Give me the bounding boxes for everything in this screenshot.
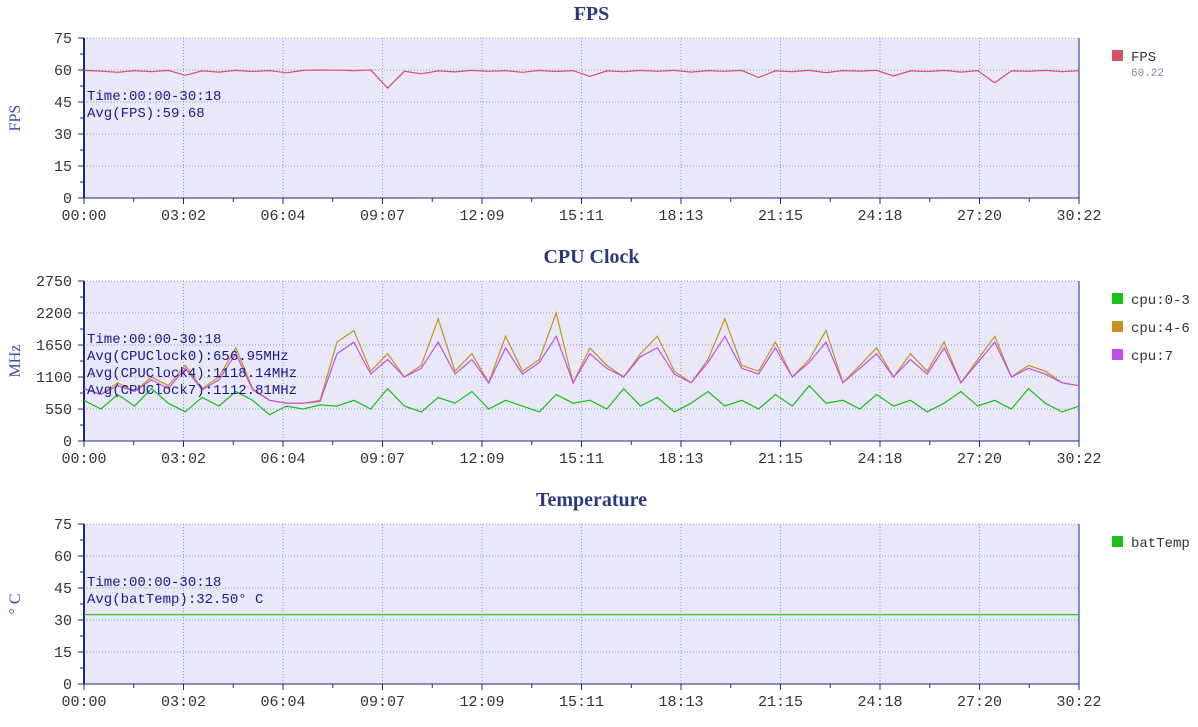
legend-swatch (1112, 293, 1123, 304)
x-tick-label: 03:02 (161, 694, 206, 711)
plot-area (83, 37, 1080, 199)
y-tick-label: 1100 (36, 370, 72, 387)
x-tick-label: 00:00 (61, 451, 106, 468)
chart-title: CPU Clock (543, 246, 640, 268)
legend-swatch (1112, 536, 1123, 547)
y-tick-label: 45 (54, 581, 72, 598)
y-tick-label: 15 (54, 645, 72, 662)
x-tick-label: 18:13 (658, 451, 703, 468)
annotation-text: Avg(FPS):59.68 (87, 106, 205, 122)
y-tick-label: 30 (54, 613, 72, 630)
annotation-text: Avg(CPUClock7):1112.81MHz (87, 383, 297, 399)
x-tick-label: 09:07 (360, 208, 405, 225)
y-axis-label: MHz (7, 345, 24, 378)
series-line-cpu-4-6 (83, 310, 1080, 404)
annotation-text: Time:00:00-30:18 (87, 575, 221, 591)
legend-label: cpu:7 (1131, 349, 1173, 365)
series-line-cpu-7 (83, 334, 1080, 404)
x-tick-label: 00:00 (61, 208, 106, 225)
x-tick-label: 09:07 (360, 694, 405, 711)
legend-label: FPS (1131, 50, 1156, 66)
x-tick-label: 24:18 (857, 694, 902, 711)
x-tick-label: 27:20 (957, 451, 1002, 468)
chart-title: Temperature (536, 489, 647, 511)
x-tick-label: 00:00 (61, 694, 106, 711)
annotation-text: Time:00:00-30:18 (87, 332, 221, 348)
chart-fps: FPS 0 15 30 45 60 75 00:00 03:02 06:04 09:07 12:09 1… (7, 3, 1164, 225)
annotation-text: Avg(CPUClock4):1118.14MHz (87, 366, 297, 382)
x-tick-label: 15:11 (559, 451, 604, 468)
legend-value: 60.22 (1131, 68, 1164, 80)
x-tick-label: 30:22 (1056, 694, 1101, 711)
chart-temperature: Temperature 0 15 30 45 60 75 00:00 03:02 06:04 09:… (7, 489, 1190, 711)
x-tick-label: 24:18 (857, 208, 902, 225)
y-tick-label: 15 (54, 159, 72, 176)
legend-swatch (1112, 50, 1123, 61)
x-tick-label: 12:09 (459, 694, 504, 711)
legend-label: cpu:0-3 (1131, 293, 1190, 309)
x-tick-label: 12:09 (459, 451, 504, 468)
x-tick-label: 15:11 (559, 208, 604, 225)
legend-swatch (1112, 349, 1123, 360)
y-tick-label: 60 (54, 549, 72, 566)
y-tick-label: 0 (63, 434, 72, 451)
annotation-text: Time:00:00-30:18 (87, 89, 221, 105)
x-tick-label: 21:15 (758, 694, 803, 711)
series-line-FPS (83, 69, 1080, 89)
x-tick-label: 27:20 (957, 694, 1002, 711)
chart-cpu-clock: CPU Clock 0 550 1100 1650 2200 2750 00:00 03:02 0… (7, 246, 1190, 468)
legend-label: cpu:4-6 (1131, 321, 1190, 337)
x-tick-label: 18:13 (658, 694, 703, 711)
y-tick-label: 2750 (36, 274, 72, 291)
x-tick-label: 21:15 (758, 208, 803, 225)
y-tick-label: 45 (54, 95, 72, 112)
x-tick-label: 24:18 (857, 451, 902, 468)
y-tick-label: 75 (54, 31, 72, 48)
y-tick-label: 1650 (36, 338, 72, 355)
x-tick-label: 06:04 (260, 694, 305, 711)
legend-label: batTemp (1131, 536, 1190, 552)
y-tick-label: 60 (54, 63, 72, 80)
y-tick-label: 30 (54, 127, 72, 144)
y-tick-label: 75 (54, 517, 72, 534)
y-tick-label: 0 (63, 191, 72, 208)
x-tick-label: 21:15 (758, 451, 803, 468)
x-tick-label: 12:09 (459, 208, 504, 225)
x-tick-label: 18:13 (658, 208, 703, 225)
plot-area (83, 280, 1080, 442)
y-axis-label: ° C (7, 593, 24, 614)
x-tick-label: 15:11 (559, 694, 604, 711)
x-tick-label: 06:04 (260, 208, 305, 225)
annotation-text: Avg(batTemp):32.50° C (87, 592, 263, 608)
x-tick-label: 30:22 (1056, 208, 1101, 225)
y-tick-label: 0 (63, 677, 72, 694)
x-tick-label: 27:20 (957, 208, 1002, 225)
x-tick-label: 09:07 (360, 451, 405, 468)
y-axis-label: FPS (7, 105, 24, 132)
legend-swatch (1112, 321, 1123, 332)
annotation-text: Avg(CPUClock0):656.95MHz (87, 349, 289, 365)
series-line-cpu-0-3 (83, 384, 1080, 416)
x-tick-label: 03:02 (161, 208, 206, 225)
x-tick-label: 06:04 (260, 451, 305, 468)
x-tick-label: 30:22 (1056, 451, 1101, 468)
y-tick-label: 2200 (36, 306, 72, 323)
chart-title: FPS (574, 3, 610, 25)
y-tick-label: 550 (45, 402, 72, 419)
x-tick-label: 03:02 (161, 451, 206, 468)
